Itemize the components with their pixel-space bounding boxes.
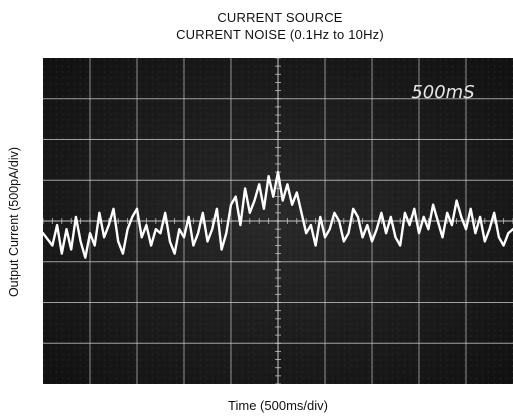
x-axis-label: Time (500ms/div) (228, 398, 328, 413)
y-axis-label: Output Current (500pA/div) (7, 146, 21, 298)
timebase-annotation: 500mS (411, 82, 474, 103)
oscilloscope-screen: 500mS (43, 58, 513, 384)
noise-trace (43, 170, 513, 259)
chart-title: CURRENT SOURCE (217, 10, 343, 25)
chart-subtitle: CURRENT NOISE (0.1Hz to 10Hz) (176, 27, 384, 42)
center-ticks (43, 58, 513, 384)
trace-layer (43, 170, 513, 259)
